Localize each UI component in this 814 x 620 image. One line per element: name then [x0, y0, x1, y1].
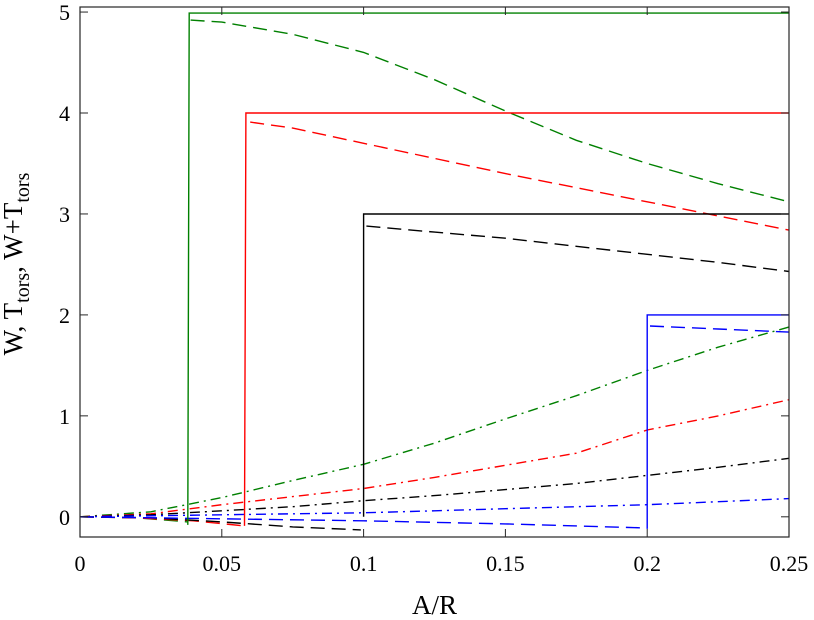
series-line-7: [250, 121, 790, 231]
y-tick-label: 5: [59, 0, 70, 25]
series-line-5: [190, 19, 790, 203]
x-tick-label: 0: [75, 551, 86, 576]
x-axis-title: A/R: [412, 590, 457, 620]
plot-frame: [79, 6, 790, 538]
y-tick-label: 0: [59, 505, 70, 530]
series-line-3: [79, 497, 790, 518]
x-tick-label: 0.2: [633, 551, 661, 576]
x-tick-label: 0.1: [350, 551, 378, 576]
x-tick-label: 0.25: [770, 551, 809, 576]
y-tick-label: 1: [59, 404, 70, 429]
y-axis-title: W, Ttors, W+Ttors: [0, 172, 34, 355]
series-line-15: [646, 314, 789, 529]
series-line-10: [79, 516, 645, 529]
series-line-4: [79, 516, 188, 523]
y-tick-label: 3: [59, 202, 70, 227]
y-axis-title-subscript: tors: [12, 273, 34, 303]
series-line-1: [79, 399, 790, 518]
ticks-layer: 0 0.05 0.1 0.15 0.2 0.25 0 1 2 3 4 5: [59, 0, 808, 576]
series-line-2: [79, 457, 790, 518]
series-line-9: [366, 225, 790, 273]
x-tick-label: 0.05: [203, 551, 242, 576]
series-line-12: [187, 12, 789, 525]
y-axis-title-part: W, T: [0, 302, 28, 355]
series-line-0: [79, 326, 790, 518]
y-axis-title-subscript: tors: [12, 172, 34, 202]
series-line-11: [649, 325, 790, 333]
series-line-14: [362, 213, 789, 517]
y-tick-label: 2: [59, 303, 70, 328]
x-tick-label: 0.15: [486, 551, 525, 576]
series-line-8: [79, 516, 361, 531]
y-axis-title-part: , W+T: [0, 202, 28, 273]
series-line-13: [243, 112, 789, 526]
y-tick-label: 4: [59, 101, 70, 126]
series-layer: [79, 12, 790, 531]
